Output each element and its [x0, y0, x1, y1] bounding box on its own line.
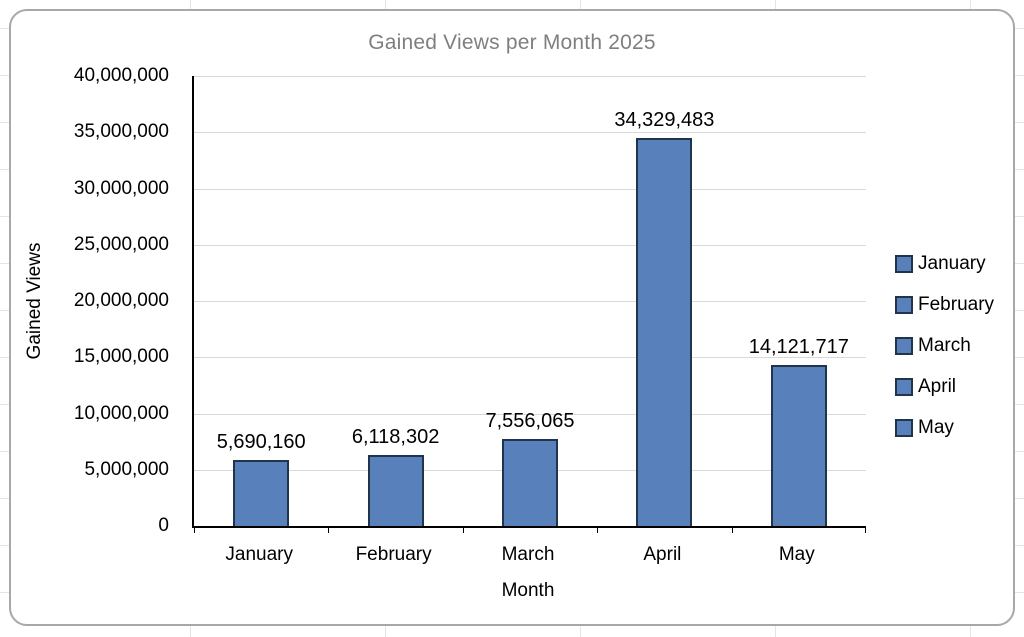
legend-label: May: [918, 416, 954, 438]
gridline: [194, 76, 866, 77]
gridline: [194, 413, 866, 415]
x-axis-tick: [865, 528, 866, 533]
legend-item-march[interactable]: March: [895, 332, 994, 359]
x-axis-tick: [731, 528, 733, 533]
x-category-label-january: January: [225, 544, 293, 565]
y-axis-tick-labels: 0 5,000,000 10,000,000 15,000,000 20,000,000…: [11, 65, 181, 536]
y-tick-label: 10,000,000: [73, 402, 169, 424]
legend-item-january[interactable]: January: [895, 250, 994, 277]
bar-value-label: 6,118,302: [351, 426, 440, 448]
y-tick-label: 0: [158, 515, 169, 536]
legend-swatch-icon: [895, 418, 913, 437]
bar-value-label: 14,121,717: [748, 336, 849, 358]
y-tick-label: 5,000,000: [84, 458, 169, 480]
y-tick-label: 30,000,000: [73, 177, 169, 199]
y-tick-label: 20,000,000: [73, 290, 169, 311]
bar-march[interactable]: [502, 439, 558, 526]
bar-may[interactable]: [770, 365, 827, 526]
legend-item-may[interactable]: May: [895, 414, 994, 441]
legend-label: March: [918, 334, 971, 356]
legend-swatch-icon: [895, 336, 913, 355]
bar-april[interactable]: [636, 138, 693, 526]
bar-value-label: 5,690,160: [216, 431, 306, 453]
legend-item-february[interactable]: February: [895, 291, 994, 318]
x-axis-tick: [597, 528, 599, 533]
x-category-label-march: March: [501, 544, 555, 565]
legend-swatch-icon: [895, 295, 913, 314]
legend-label: January: [918, 252, 986, 274]
x-category-label-february: February: [355, 544, 432, 565]
gridline: [194, 244, 866, 246]
y-tick-label: 35,000,000: [73, 121, 169, 143]
x-category-label-may: May: [778, 544, 815, 565]
x-axis-tick: [194, 528, 195, 533]
x-axis-title: Month: [501, 580, 555, 601]
gridline: [194, 132, 866, 134]
legend-label: February: [918, 293, 995, 315]
x-axis-tick: [328, 528, 330, 533]
bar-value-label: 7,556,065: [485, 410, 575, 432]
legend-item-april[interactable]: April: [895, 373, 994, 400]
x-axis-tick: [462, 528, 464, 533]
legend-swatch-icon: [895, 377, 913, 396]
plot-area: 5,690,160 6,118,302 7,556,065 34,329,483 14,…: [192, 76, 866, 533]
x-category-label-april: April: [643, 544, 682, 565]
y-tick-label: 15,000,000: [73, 346, 169, 368]
y-tick-label: 40,000,000: [73, 65, 169, 86]
legend-swatch-icon: [895, 254, 913, 273]
bar-february[interactable]: [367, 455, 424, 526]
legend-label: April: [918, 375, 957, 397]
chart-legend: January February March April May: [895, 250, 994, 441]
gridline: [194, 301, 866, 302]
chart-object[interactable]: Gained Views per Month 2025 Gained Views…: [9, 9, 1015, 626]
gridline: [194, 357, 866, 359]
chart-title: Gained Views per Month 2025: [368, 31, 656, 54]
gridline: [194, 188, 866, 190]
bar-value-label: 34,329,483: [614, 109, 715, 131]
y-tick-label: 25,000,000: [73, 233, 169, 255]
bar-january[interactable]: [233, 460, 290, 526]
